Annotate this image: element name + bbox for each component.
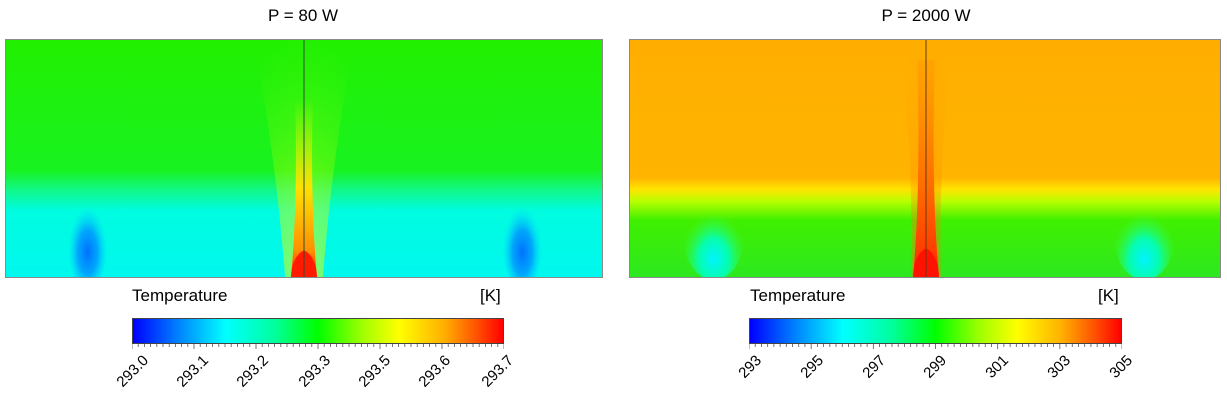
colorbar-tick-label: 293	[735, 352, 766, 382]
colorbar-title: Temperature	[750, 286, 846, 305]
colorbar-tick-label: 293.6	[415, 352, 455, 391]
colorbar-unit: [K]	[1098, 286, 1119, 305]
temperature-field-svg	[630, 40, 1220, 277]
colorbar-tick-label: 305	[1106, 352, 1137, 382]
panel-2000w: P = 2000 W	[622, 0, 1227, 401]
colorbar-tick-label: 303	[1044, 352, 1075, 382]
panel-title: P = 2000 W	[881, 6, 971, 25]
colorbar-unit: [K]	[480, 286, 501, 305]
colorbar-tick-label: 293.7	[478, 352, 518, 391]
colorbar	[749, 318, 1122, 344]
panel-80w: P = 80 W	[0, 0, 610, 401]
panel-title: P = 80 W	[267, 6, 339, 25]
colorbar-minor-ticks	[132, 344, 504, 349]
colorbar-title: Temperature	[132, 286, 228, 305]
colorbar-tick-label: 295	[797, 352, 828, 382]
colorbar-tick-label: 293.3	[295, 352, 335, 391]
colorbar-tick-label: 301	[982, 352, 1013, 382]
colorbar-tick-label: 293.1	[173, 352, 213, 391]
colorbar-tick-label: 293.5	[355, 352, 395, 391]
temperature-field-plot	[5, 39, 603, 278]
colorbar-tick-label: 293.0	[113, 352, 153, 391]
colorbar	[132, 318, 504, 344]
colorbar-tick-label: 299	[920, 352, 951, 382]
temperature-field-svg	[6, 40, 602, 277]
colorbar-minor-ticks	[749, 344, 1122, 349]
colorbar-tick-label: 297	[859, 352, 890, 382]
colorbar-tick-label: 293.2	[233, 352, 273, 391]
temperature-field-plot	[629, 39, 1221, 278]
